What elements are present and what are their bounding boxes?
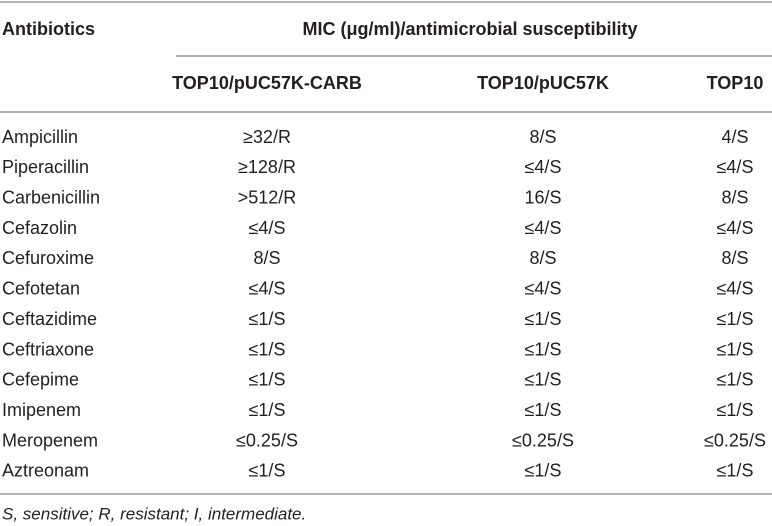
cell: 8/S	[253, 248, 280, 268]
cell: 4/S	[721, 127, 748, 147]
column-header: TOP10	[707, 73, 764, 93]
cell: ≤1/S	[249, 461, 286, 481]
cell: ≤1/S	[525, 461, 562, 481]
row-label: Cefotetan	[2, 279, 80, 299]
cell: ≤1/S	[249, 400, 286, 420]
row-label: Ceftriaxone	[2, 339, 94, 359]
cell: ≥128/R	[238, 157, 296, 177]
cell: ≤4/S	[717, 279, 754, 299]
cell: ≤4/S	[249, 279, 286, 299]
header-group: MIC (μg/ml)/antimicrobial susceptibility	[302, 19, 637, 39]
row-label: Ampicillin	[2, 127, 78, 147]
cell: ≤4/S	[525, 157, 562, 177]
cell: ≤1/S	[525, 309, 562, 329]
cell: ≤0.25/S	[512, 430, 574, 450]
cell: ≤1/S	[717, 461, 754, 481]
cell: ≤1/S	[249, 339, 286, 359]
cell: ≤1/S	[525, 400, 562, 420]
row-label: Carbenicillin	[2, 187, 100, 207]
cell: ≤1/S	[525, 339, 562, 359]
cell: ≤1/S	[249, 309, 286, 329]
cell: ≤1/S	[717, 309, 754, 329]
cell: ≤1/S	[249, 370, 286, 390]
cell: ≤4/S	[717, 218, 754, 238]
footnote: S, sensitive; R, resistant; I, intermedi…	[2, 504, 306, 523]
cell: ≤1/S	[525, 370, 562, 390]
row-label: Aztreonam	[2, 461, 89, 481]
row-label: Cefuroxime	[2, 248, 94, 268]
header-antibiotics: Antibiotics	[2, 19, 95, 39]
row-label: Piperacillin	[2, 157, 89, 177]
cell: 8/S	[529, 248, 556, 268]
cell: ≤0.25/S	[236, 430, 298, 450]
cell: ≤1/S	[717, 339, 754, 359]
cell: 8/S	[529, 127, 556, 147]
cell: ≤4/S	[525, 218, 562, 238]
cell: ≤4/S	[717, 157, 754, 177]
cell: ≥32/R	[243, 127, 291, 147]
cell: ≤1/S	[717, 400, 754, 420]
cell: 16/S	[524, 187, 561, 207]
cell: 8/S	[721, 248, 748, 268]
row-label: Imipenem	[2, 400, 81, 420]
cell: >512/R	[238, 187, 297, 207]
cell: ≤4/S	[249, 218, 286, 238]
cell: 8/S	[721, 187, 748, 207]
row-label: Cefazolin	[2, 218, 77, 238]
row-label: Meropenem	[2, 430, 98, 450]
column-header: TOP10/pUC57K-CARB	[172, 73, 362, 93]
cell: ≤0.25/S	[704, 430, 766, 450]
row-label: Cefepime	[2, 370, 79, 390]
cell: ≤1/S	[717, 370, 754, 390]
column-header: TOP10/pUC57K	[477, 73, 609, 93]
row-label: Ceftazidime	[2, 309, 97, 329]
cell: ≤4/S	[525, 279, 562, 299]
